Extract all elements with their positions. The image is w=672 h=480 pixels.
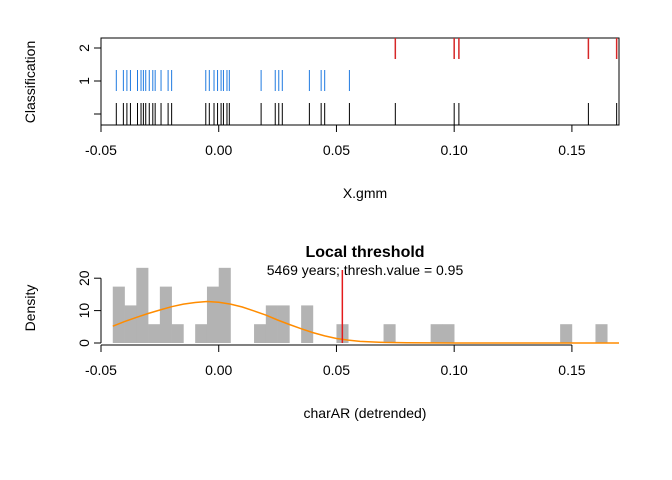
- histogram-x-tick-label: 0.00: [205, 362, 232, 378]
- histogram-y-tick-label: 20: [76, 270, 92, 286]
- histogram-bar: [195, 324, 208, 343]
- histogram-bar: [265, 305, 278, 343]
- histogram-bar: [206, 286, 220, 343]
- histogram-subtitle: 5469 years; thresh.value = 0.95: [267, 262, 464, 278]
- strip-y-tick-label: 1: [76, 77, 92, 85]
- strip-x-label: X.gmm: [343, 185, 387, 201]
- histogram-bar: [112, 286, 125, 343]
- class2-ticks-group: [394, 38, 618, 59]
- histogram-bars-group: [112, 267, 608, 343]
- strip-y-label: Classification: [22, 41, 38, 123]
- histogram-bar: [171, 324, 184, 343]
- histogram-y-axis: 0 10 20: [76, 270, 102, 347]
- histogram-bar: [277, 305, 290, 343]
- histogram-bar: [136, 267, 149, 343]
- strip-x-tick-label: 0.05: [323, 142, 350, 158]
- histogram-x-tick-label: -0.05: [85, 362, 117, 378]
- histogram-bar: [560, 324, 573, 343]
- histogram-x-label: charAR (detrended): [304, 405, 427, 421]
- rug-ticks-group: [115, 103, 618, 125]
- histogram-bar: [148, 324, 161, 343]
- strip-x-tick-label: -0.05: [85, 142, 117, 158]
- strip-x-tick-label: 0.10: [441, 142, 468, 158]
- histogram-panel: -0.05 0.00 0.05 0.10 0.15 0 10 20 Local thresh…: [22, 244, 619, 421]
- strip-x-tick-label: 0.15: [558, 142, 585, 158]
- histogram-x-axis: -0.05 0.00 0.05 0.10 0.15: [85, 344, 586, 378]
- strip-plot-box: [100, 37, 620, 126]
- histogram-x-tick-label: 0.15: [558, 362, 585, 378]
- class1-ticks-group: [115, 70, 350, 91]
- histogram-y-label: Density: [22, 285, 38, 332]
- histogram-bar: [442, 324, 455, 343]
- histogram-bar: [159, 286, 172, 343]
- histogram-bar: [383, 324, 396, 343]
- strip-panel: -0.05 0.00 0.05 0.10 0.15 12 X.gmm Classific…: [22, 37, 620, 201]
- histogram-x-tick-label: 0.05: [323, 362, 350, 378]
- strip-x-axis: -0.05 0.00 0.05 0.10 0.15: [85, 124, 586, 158]
- histogram-y-tick-label: 10: [76, 303, 92, 319]
- strip-x-tick-label: 0.00: [205, 142, 232, 158]
- histogram-bar: [124, 305, 137, 343]
- histogram-title: Local threshold: [305, 244, 424, 261]
- density-curve: [112, 300, 619, 344]
- histogram-bar: [301, 305, 314, 343]
- histogram-y-tick-label: 0: [76, 339, 92, 347]
- histogram-bar: [595, 324, 608, 343]
- histogram-bar: [218, 267, 231, 343]
- histogram-bar: [430, 324, 443, 343]
- histogram-x-tick-label: 0.10: [441, 362, 468, 378]
- strip-y-axis: 12: [76, 44, 102, 117]
- strip-y-tick-label: 2: [76, 44, 92, 52]
- histogram-bar: [254, 324, 267, 343]
